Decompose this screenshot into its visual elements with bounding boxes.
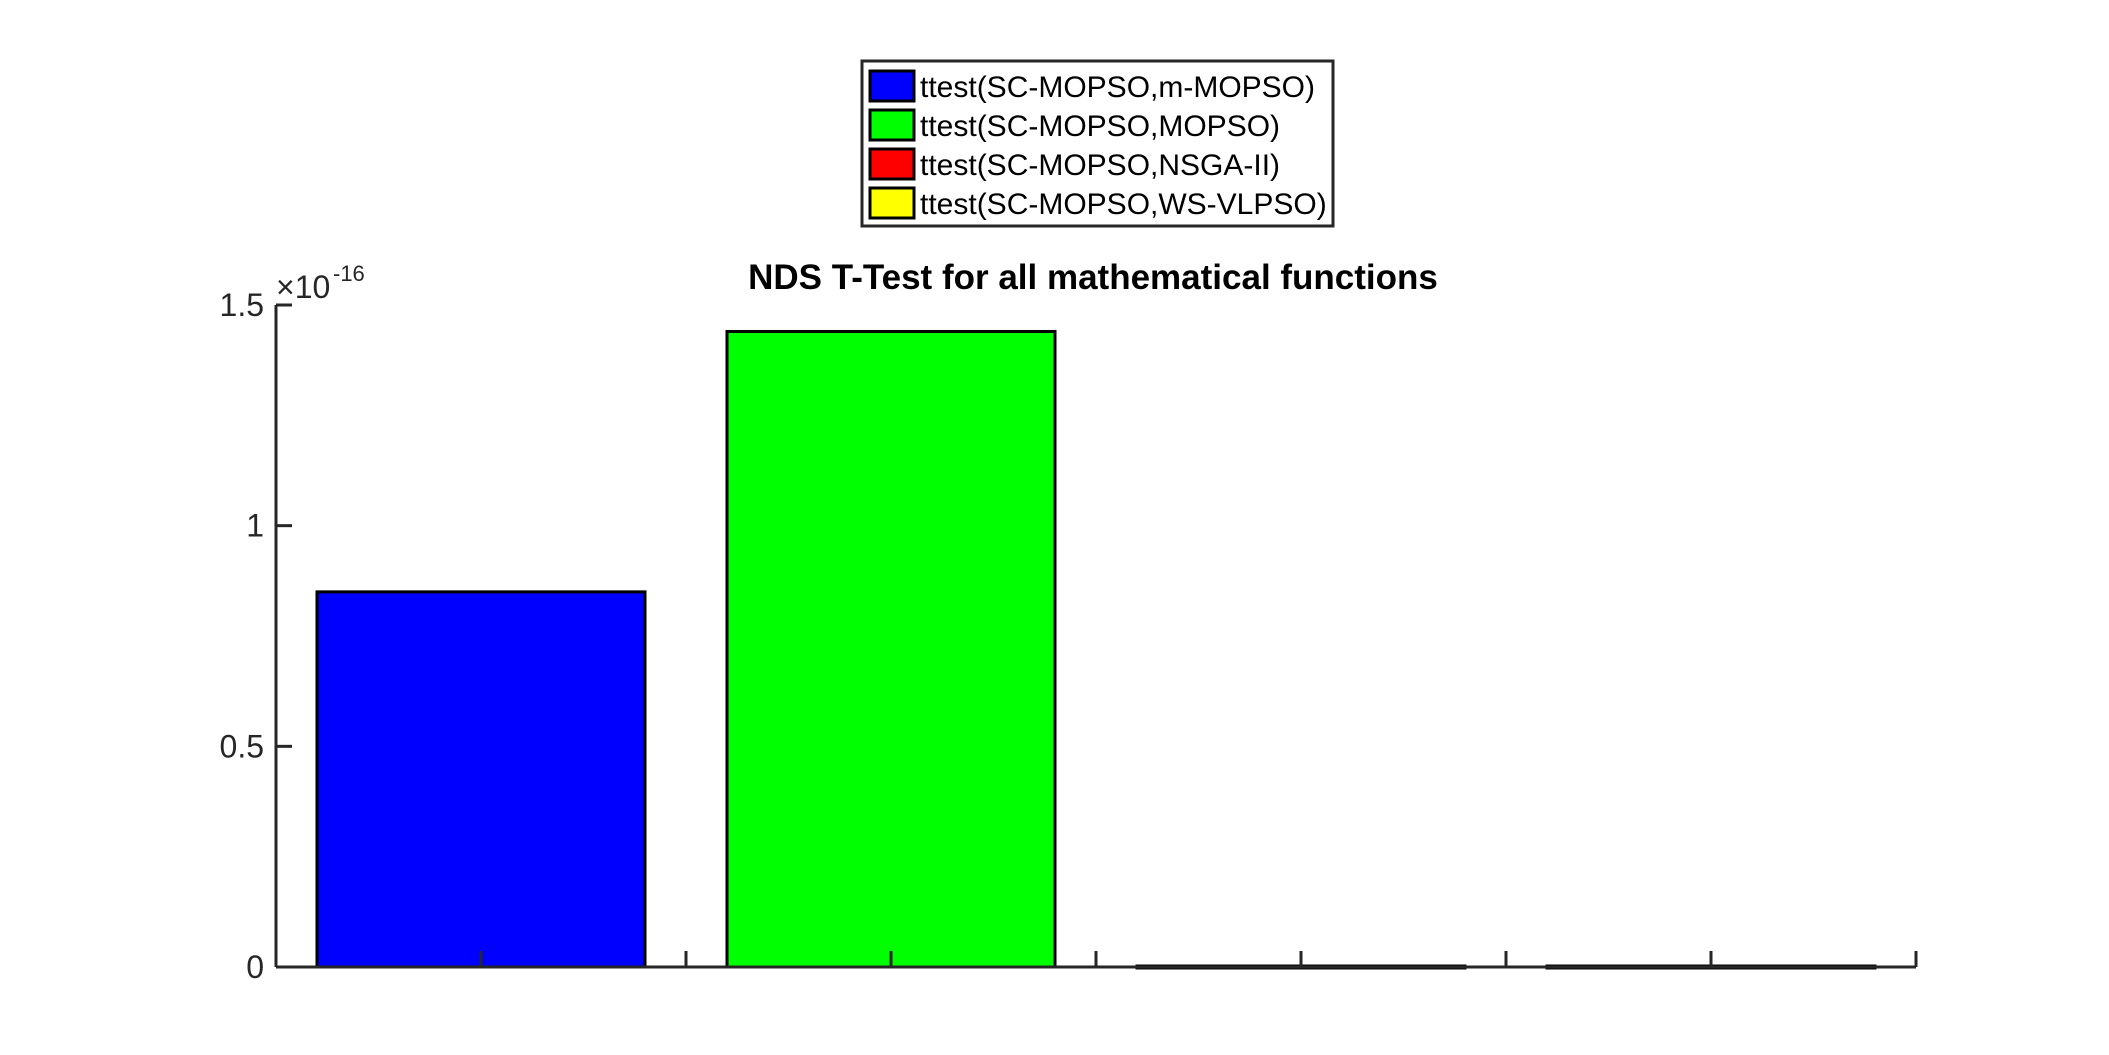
legend-label: ttest(SC-MOPSO,NSGA-II) xyxy=(920,149,1280,182)
legend-item: ttest(SC-MOPSO,NSGA-II) xyxy=(868,147,1280,182)
legend-label: ttest(SC-MOPSO,m-MOPSO) xyxy=(920,71,1315,104)
legend-item: ttest(SC-MOPSO,m-MOPSO) xyxy=(868,69,1315,104)
y-tick-label: 1 xyxy=(246,508,264,544)
y-exponent-power: -16 xyxy=(333,261,365,286)
y-tick-label: 1.5 xyxy=(220,287,264,323)
y-tick-label: 0 xyxy=(246,949,264,985)
y-tick-label: 0.5 xyxy=(220,728,264,764)
legend-label: ttest(SC-MOPSO,MOPSO) xyxy=(920,110,1280,143)
legend-swatch xyxy=(868,108,916,142)
legend-label: ttest(SC-MOPSO,WS-VLPSO) xyxy=(920,188,1327,221)
legend-swatch xyxy=(868,147,916,181)
y-axis-exponent: ×10 -16 xyxy=(276,261,365,305)
bar-1 xyxy=(315,590,647,969)
chart-title: NDS T-Test for all mathematical function… xyxy=(748,258,1438,297)
y-exponent-base: ×10 xyxy=(276,269,330,305)
legend-item: ttest(SC-MOPSO,MOPSO) xyxy=(868,108,1280,143)
legend-box xyxy=(860,59,1335,228)
legend-swatch xyxy=(868,69,916,103)
legend-swatch xyxy=(868,186,916,220)
svg-text:-16: -16 xyxy=(333,261,365,286)
legend-item: ttest(SC-MOPSO,WS-VLPSO) xyxy=(868,186,1327,221)
legend: ttest(SC-MOPSO,m-MOPSO) ttest(SC-MOPSO,MO… xyxy=(860,59,1335,228)
svg-text:×10: ×10 xyxy=(276,269,330,305)
bar-2 xyxy=(725,329,1057,969)
